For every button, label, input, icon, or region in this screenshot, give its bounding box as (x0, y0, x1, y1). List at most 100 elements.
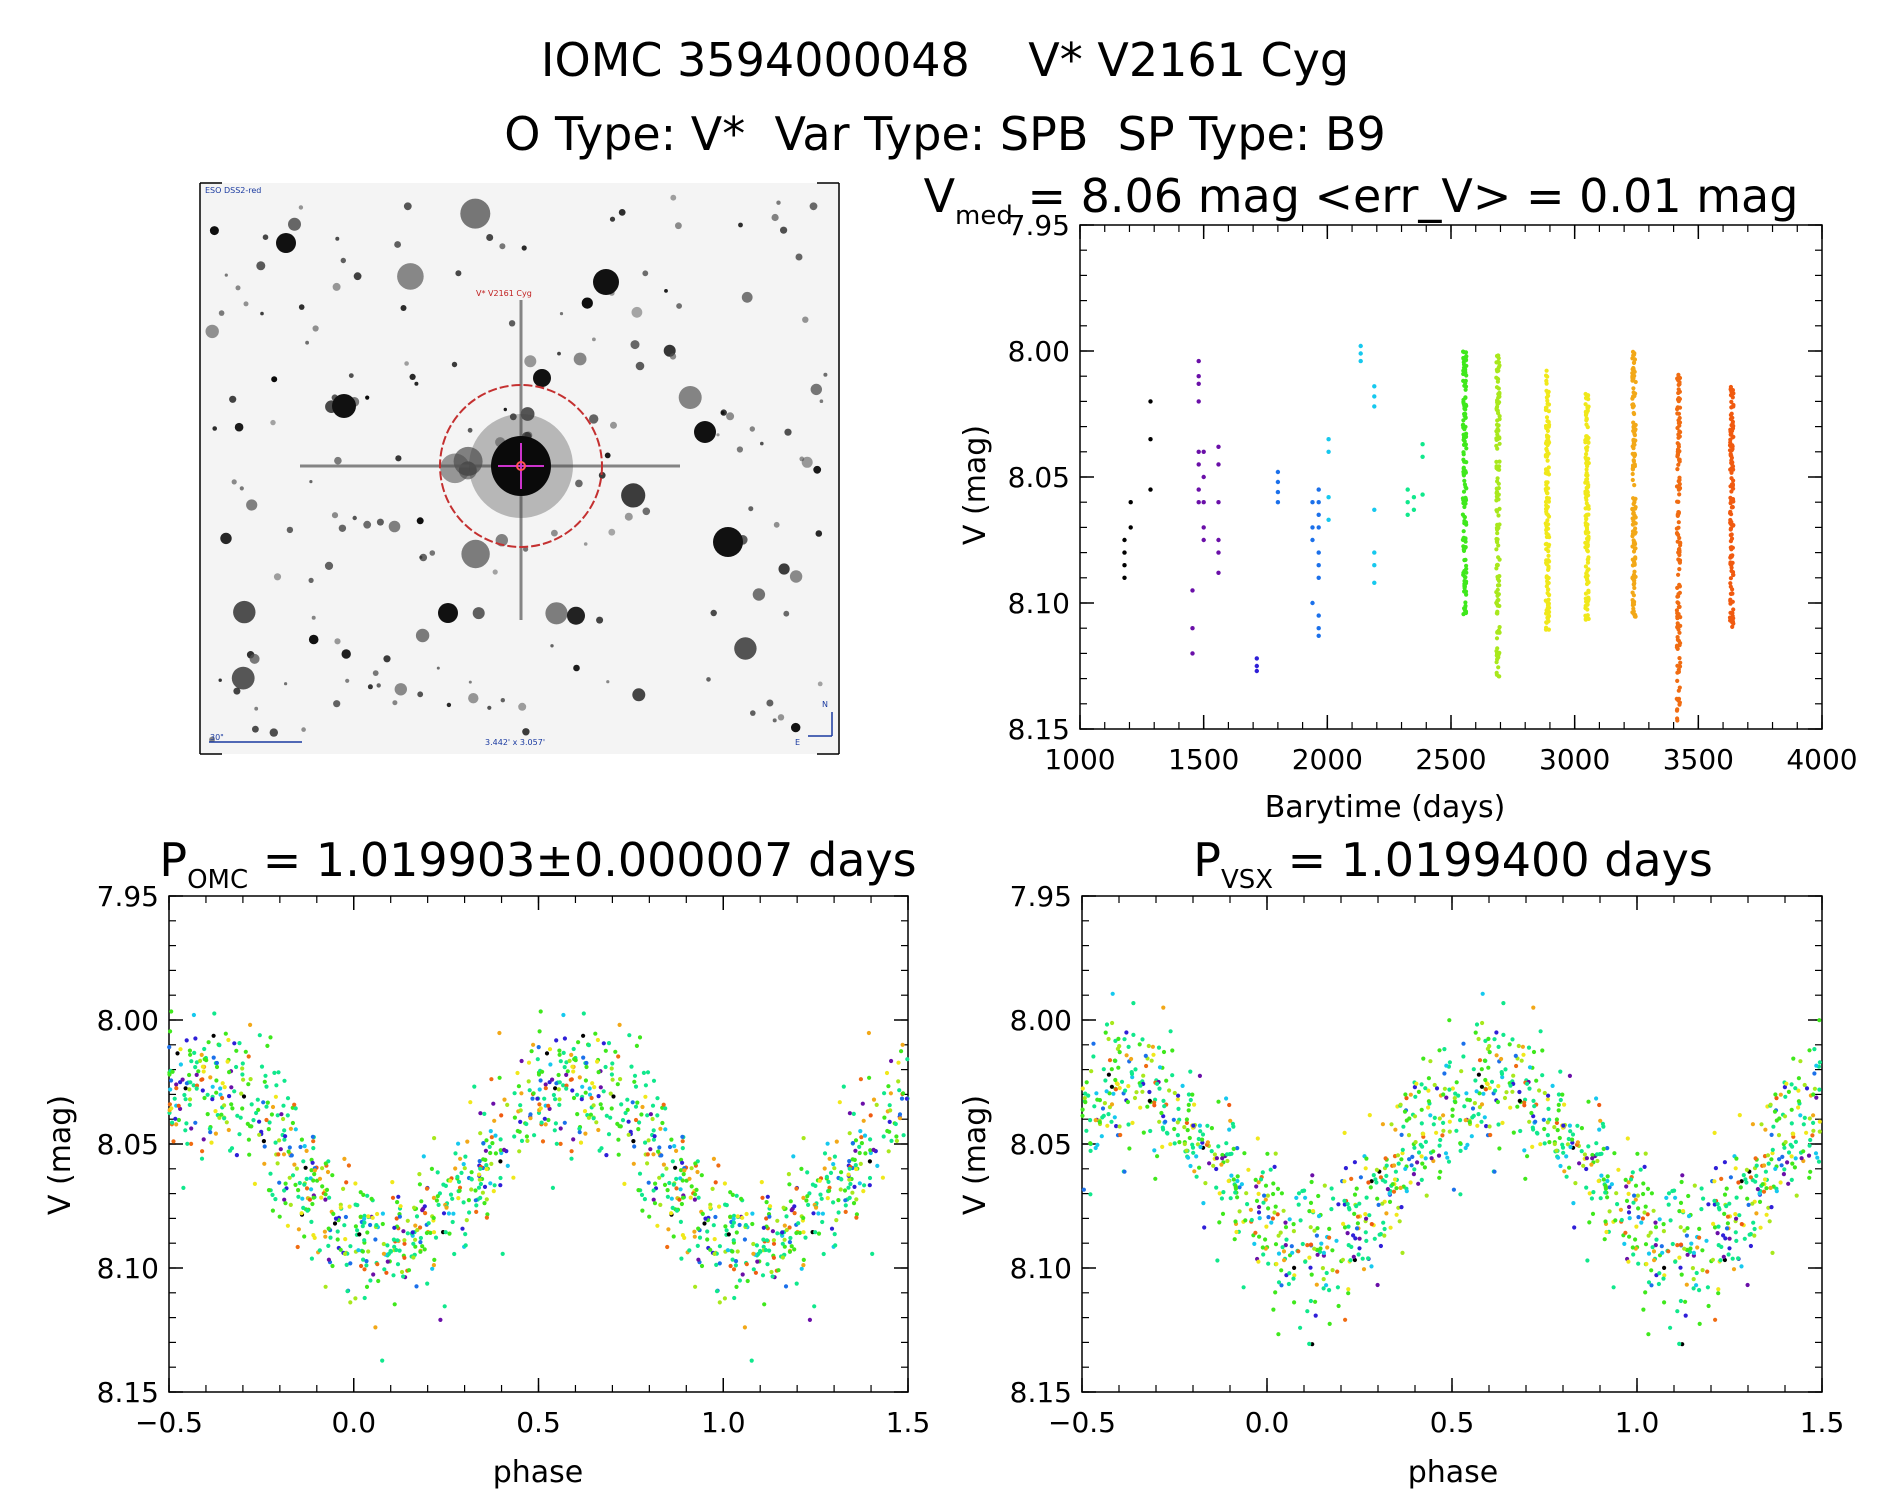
phase-point (1684, 1282, 1689, 1287)
phase-point (1188, 1163, 1193, 1169)
phase-point (1537, 1088, 1542, 1093)
lightcurve-point (1584, 581, 1590, 587)
phase-point (1314, 1282, 1319, 1287)
phase-point (1521, 1052, 1526, 1057)
phase-point (618, 1124, 623, 1129)
phase-point (687, 1248, 692, 1253)
phase-point (1442, 1086, 1447, 1091)
phase-point (1627, 1216, 1632, 1221)
phase-point (1276, 1280, 1282, 1285)
phase-point (173, 1116, 178, 1121)
phase-point (1679, 1179, 1684, 1185)
phase-point (200, 1088, 205, 1093)
phase-point (1571, 1201, 1576, 1206)
phase-point (1767, 1219, 1772, 1224)
phase-point (1771, 1124, 1776, 1129)
lightcurve-point (1730, 504, 1735, 509)
sky-star (606, 680, 610, 684)
lightcurve-point (1676, 525, 1681, 530)
phase-point (519, 1058, 524, 1064)
lightcurve-point (1633, 438, 1638, 443)
lightcurve-point (1675, 670, 1680, 675)
phase-point (1117, 1050, 1122, 1055)
phase-point (1558, 1163, 1563, 1169)
phase-point (717, 1244, 723, 1249)
phase-point (693, 1284, 698, 1289)
phase-point (366, 1249, 371, 1254)
phase-point (1768, 1102, 1773, 1107)
phase-point (862, 1183, 867, 1188)
phase-point (227, 1094, 232, 1099)
phase-point (232, 1041, 237, 1046)
phase-point (1531, 1049, 1537, 1055)
x-tick-label: 1.5 (886, 1406, 931, 1439)
phase-point (1473, 1078, 1478, 1083)
sky-star (312, 325, 319, 332)
phase-point (789, 1244, 794, 1249)
lightcurve-point (1583, 606, 1588, 611)
sky-star (492, 569, 498, 575)
phase-point (1434, 1086, 1440, 1091)
phase-point (1198, 1144, 1203, 1150)
phase-point (1109, 1084, 1114, 1089)
phase-point (1778, 1092, 1783, 1097)
phase-point (1769, 1205, 1774, 1210)
phase-point (1794, 1193, 1799, 1198)
phase-point (1486, 1065, 1491, 1070)
phase-point (309, 1187, 314, 1192)
phase-point (1790, 1161, 1795, 1166)
phase-vsx-y-axis-label: V (mag) (958, 1095, 993, 1215)
phase-point (399, 1269, 405, 1275)
lightcurve-point (1461, 473, 1466, 478)
phase-point (788, 1235, 793, 1241)
phase-point (342, 1223, 347, 1228)
phase-point (1757, 1199, 1763, 1204)
phase-point (553, 1121, 559, 1126)
phase-omc-points (167, 1009, 910, 1363)
phase-point (893, 1121, 898, 1127)
phase-point (1401, 1124, 1406, 1129)
phase-point (442, 1304, 447, 1309)
phase-point (1530, 1125, 1535, 1130)
lightcurve-point (1461, 489, 1467, 494)
lightcurve-point (1583, 491, 1588, 497)
phase-point (581, 1033, 586, 1038)
phase-point (240, 1066, 245, 1071)
phase-point (641, 1070, 647, 1075)
phase-point (361, 1257, 366, 1262)
lightcurve-point (1495, 476, 1500, 481)
phase-point (188, 1080, 193, 1085)
phase-point (1399, 1132, 1404, 1137)
phase-point (762, 1302, 767, 1307)
phase-point (888, 1091, 894, 1096)
phase-point (298, 1144, 303, 1150)
phase-point (1340, 1257, 1345, 1262)
lightcurve-point (1676, 572, 1681, 577)
phase-point (1458, 1192, 1463, 1197)
phase-point (1746, 1202, 1751, 1207)
phase-point (606, 1041, 612, 1046)
phase-point (1384, 1211, 1389, 1216)
phase-point (226, 1127, 231, 1133)
phase-point (791, 1154, 796, 1159)
phase-point (519, 1138, 525, 1143)
phase-point (717, 1261, 722, 1266)
phase-point (653, 1181, 658, 1186)
phase-point (453, 1151, 458, 1156)
phase-point (1336, 1202, 1341, 1207)
phase-point (1584, 1185, 1589, 1190)
phase-point (1426, 1076, 1431, 1081)
lightcurve-point (1545, 428, 1550, 433)
phase-point (730, 1224, 735, 1229)
lightcurve-point (1460, 423, 1465, 428)
x-tick-label: 1000 (1044, 743, 1115, 776)
phase-point (776, 1268, 781, 1273)
phase-point (390, 1195, 396, 1200)
phase-point (711, 1223, 716, 1228)
phase-point (1594, 1141, 1599, 1146)
phase-point (1110, 991, 1115, 996)
lightcurve-point (1148, 437, 1153, 442)
phase-point (1276, 1332, 1281, 1337)
lightcurve-point (1630, 349, 1636, 354)
phase-point (637, 1120, 642, 1125)
